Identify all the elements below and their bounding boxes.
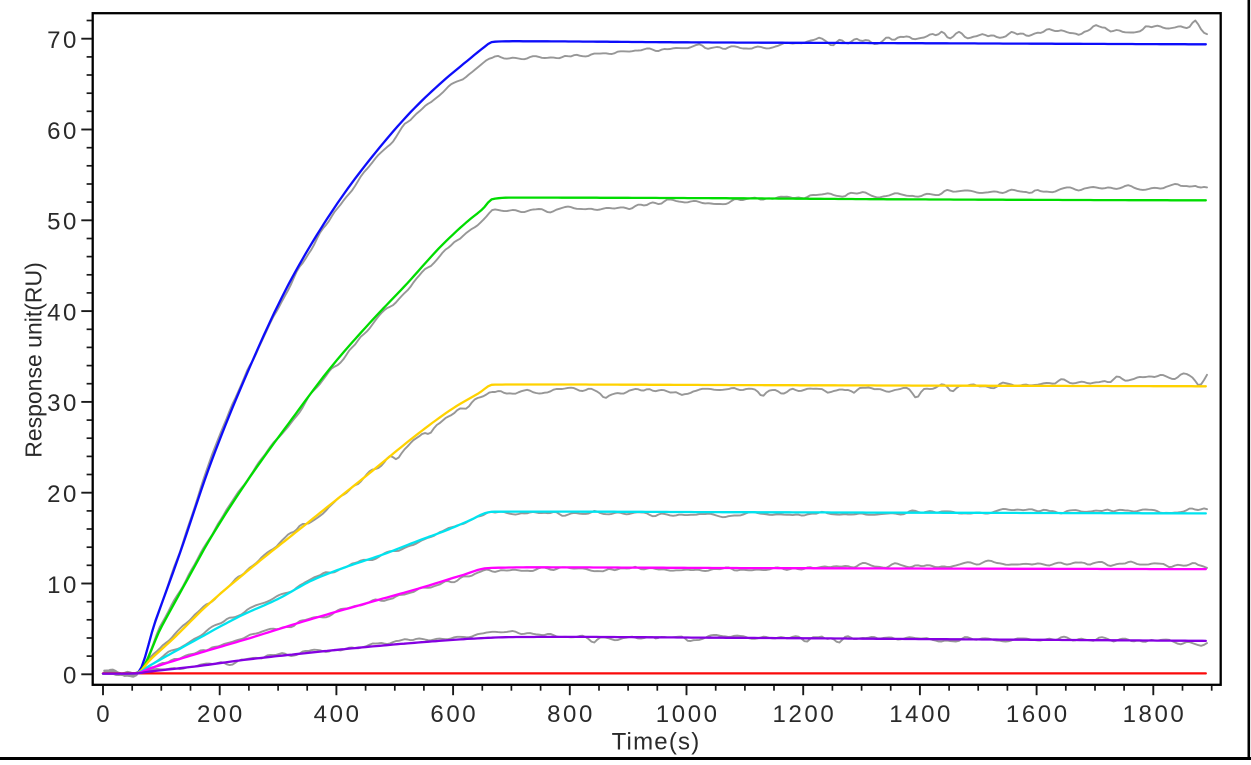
- svg-text:800: 800: [547, 701, 595, 728]
- svg-text:10: 10: [47, 572, 79, 599]
- svg-text:30: 30: [47, 390, 79, 417]
- svg-text:600: 600: [430, 701, 478, 728]
- svg-text:1800: 1800: [1123, 701, 1187, 728]
- svg-text:0: 0: [63, 663, 79, 690]
- svg-text:400: 400: [314, 701, 362, 728]
- svg-text:Response unit(RU): Response unit(RU): [21, 262, 47, 458]
- svg-text:0: 0: [96, 701, 112, 728]
- svg-text:200: 200: [197, 701, 245, 728]
- svg-text:1200: 1200: [773, 701, 837, 728]
- svg-text:40: 40: [47, 299, 79, 326]
- svg-text:1000: 1000: [656, 701, 720, 728]
- svg-text:1600: 1600: [1006, 701, 1070, 728]
- svg-text:70: 70: [47, 27, 79, 54]
- svg-text:Time(s): Time(s): [612, 729, 701, 756]
- svg-text:60: 60: [47, 118, 79, 145]
- svg-text:50: 50: [47, 209, 79, 236]
- svg-text:20: 20: [47, 481, 79, 508]
- svg-text:1400: 1400: [889, 701, 953, 728]
